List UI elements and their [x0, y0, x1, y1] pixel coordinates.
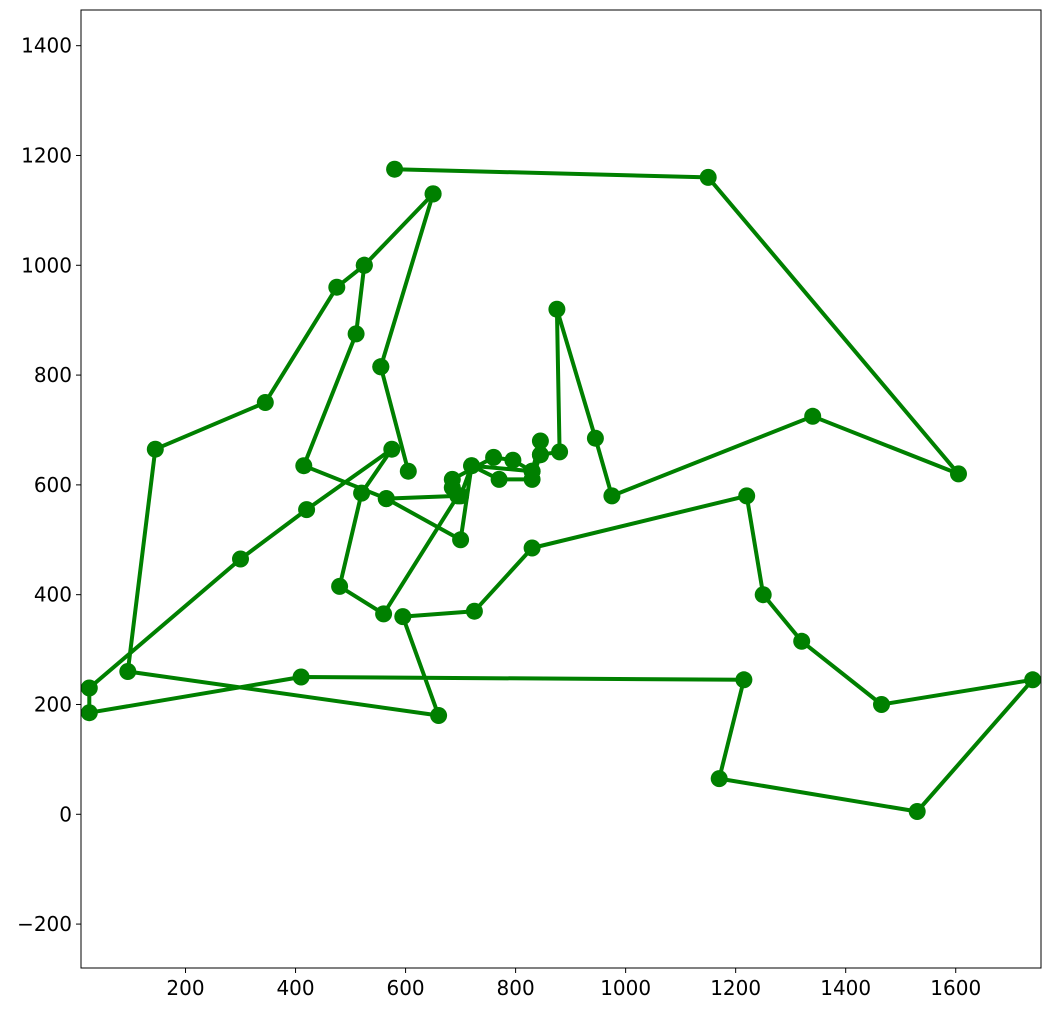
data-point	[490, 470, 508, 488]
data-point	[430, 707, 448, 724]
data-point	[399, 462, 417, 480]
y-tick-label: 200	[34, 692, 72, 716]
data-point	[331, 577, 349, 595]
data-point	[548, 300, 566, 318]
data-point	[754, 586, 772, 604]
plot-background	[81, 10, 1041, 968]
data-point	[738, 487, 756, 505]
axis-layer: 200 400 600 800 1000 1200 1400 1600 −200 0 200 400 6…	[17, 34, 981, 1000]
x-tick-label: 1600	[930, 976, 981, 1000]
data-point	[551, 443, 569, 461]
data-point	[1024, 671, 1042, 689]
x-tick-label: 1000	[600, 976, 651, 1000]
data-point	[353, 484, 371, 502]
data-point	[386, 160, 404, 178]
data-point	[908, 803, 926, 820]
y-tick-label: 800	[34, 363, 72, 387]
data-point	[452, 531, 470, 549]
data-point	[873, 696, 890, 713]
data-point	[523, 462, 541, 480]
x-tick-label: 600	[386, 976, 424, 1000]
data-point	[793, 632, 811, 650]
data-point	[377, 490, 395, 508]
data-point	[523, 539, 541, 557]
y-tick-label: 1400	[21, 34, 72, 58]
data-point	[531, 446, 549, 464]
data-point	[146, 440, 164, 458]
y-tick-label: 1000	[21, 253, 72, 277]
data-point	[699, 168, 717, 186]
data-point	[485, 448, 503, 466]
data-point	[119, 663, 137, 680]
x-tick-label: 200	[166, 976, 204, 1000]
data-point	[531, 432, 549, 450]
data-point	[295, 457, 313, 475]
data-point	[504, 451, 522, 469]
x-tick-label: 400	[276, 976, 314, 1000]
data-point	[449, 487, 467, 505]
data-point	[424, 185, 442, 203]
data-point	[735, 671, 753, 689]
data-point	[347, 325, 365, 343]
data-point	[292, 668, 310, 686]
data-point	[80, 679, 98, 697]
data-point	[603, 487, 621, 505]
data-point	[586, 429, 604, 447]
data-point	[328, 278, 346, 296]
data-point	[256, 394, 274, 411]
y-tick-label: 1200	[21, 143, 72, 167]
data-point	[950, 465, 967, 483]
data-point	[372, 358, 390, 376]
data-point	[394, 608, 412, 626]
data-point	[465, 602, 483, 620]
x-tick-label: 800	[497, 976, 535, 1000]
data-point	[463, 457, 481, 475]
data-point	[232, 550, 249, 568]
series-layer	[80, 160, 1042, 820]
y-tick-label: −200	[17, 912, 72, 936]
y-tick-label: 600	[34, 473, 72, 497]
x-tick-label: 1400	[820, 976, 871, 1000]
data-point	[298, 501, 316, 519]
data-point	[80, 704, 98, 722]
data-point	[804, 407, 822, 425]
data-point	[375, 605, 393, 623]
plot-frame	[80, 9, 1042, 969]
y-tick-label: 0	[59, 802, 72, 826]
data-point	[383, 440, 401, 458]
x-tick-label: 1200	[710, 976, 761, 1000]
data-point	[710, 770, 728, 788]
y-tick-label: 400	[34, 583, 72, 607]
data-point	[355, 256, 373, 274]
data-point	[443, 470, 461, 488]
